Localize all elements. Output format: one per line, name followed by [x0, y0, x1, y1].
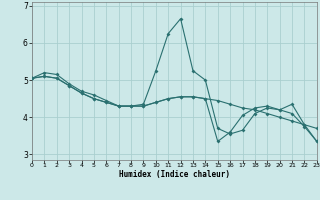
X-axis label: Humidex (Indice chaleur): Humidex (Indice chaleur) [119, 170, 230, 179]
